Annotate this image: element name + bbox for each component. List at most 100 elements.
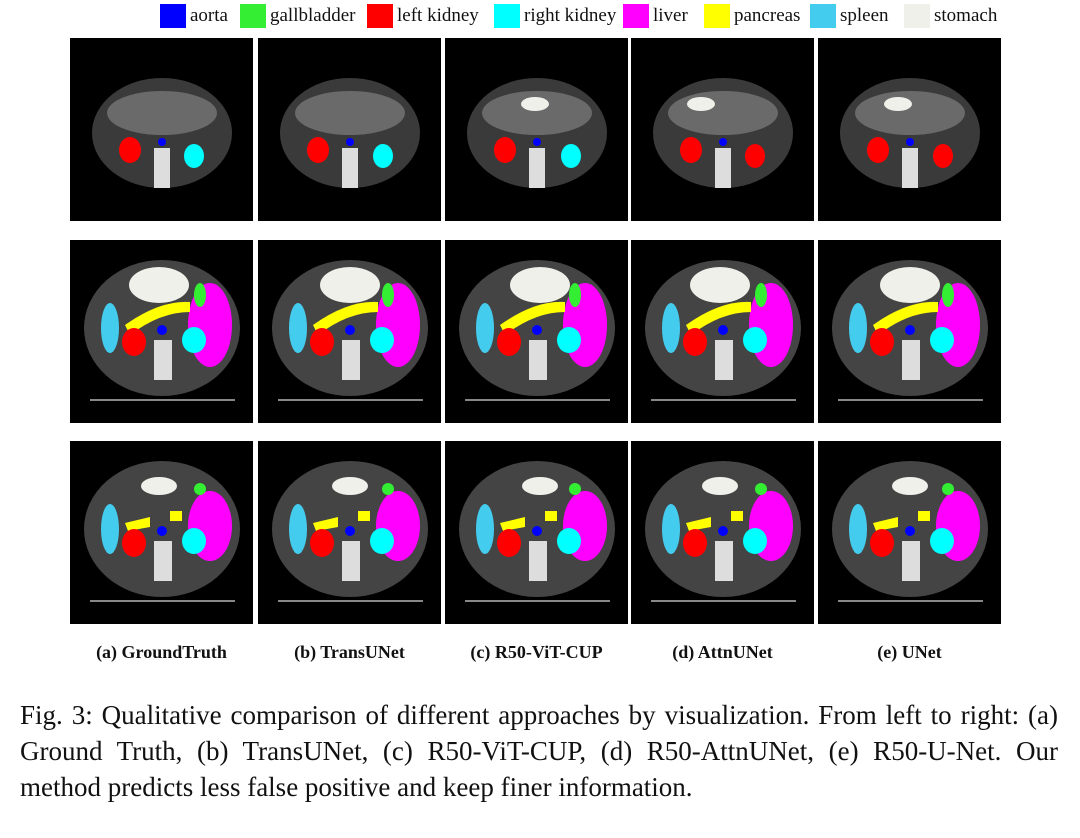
spine: [529, 148, 545, 188]
legend-swatch: [623, 4, 649, 28]
spine: [529, 541, 547, 581]
spine: [902, 541, 920, 581]
aorta: [345, 526, 355, 536]
right-kidney: [182, 528, 206, 554]
stomach: [522, 477, 558, 495]
legend-label: spleen: [840, 5, 889, 26]
gallbladder: [382, 283, 394, 307]
gallbladder: [569, 483, 581, 495]
right-kidney: [933, 144, 953, 168]
spine: [902, 340, 920, 380]
pancreas: [500, 301, 565, 335]
spine: [154, 340, 172, 380]
left-kidney: [119, 137, 141, 163]
aorta: [158, 138, 166, 146]
legend-swatch: [904, 4, 930, 28]
pancreas: [313, 511, 370, 531]
legend-swatch: [367, 4, 393, 28]
ct-panel: [445, 38, 628, 221]
spine: [715, 148, 731, 188]
spine: [902, 148, 918, 188]
ct-panel: [258, 240, 441, 423]
ct-panel: [70, 38, 253, 221]
legend-item: liver: [623, 3, 688, 29]
aorta: [157, 526, 167, 536]
legend-label: stomach: [934, 5, 998, 26]
spleen: [849, 504, 867, 554]
stomach: [332, 477, 368, 495]
bowel: [668, 91, 778, 135]
column-label: (b) TransUNet: [294, 642, 405, 662]
right-kidney: [373, 144, 393, 168]
spleen: [849, 303, 867, 353]
spine: [529, 340, 547, 380]
ct-panel: [631, 38, 814, 221]
left-kidney: [494, 137, 516, 163]
ct-panel: [70, 441, 253, 624]
legend-item: spleen: [810, 3, 889, 29]
left-kidney: [680, 137, 702, 163]
pancreas: [500, 511, 557, 531]
legend-item: pancreas: [704, 3, 800, 29]
spleen: [101, 504, 119, 554]
right-kidney: [743, 327, 767, 353]
legend-label: right kidney: [524, 5, 617, 26]
left-kidney: [870, 529, 894, 557]
legend-item: left kidney: [367, 3, 479, 29]
right-kidney: [182, 327, 206, 353]
aorta: [905, 526, 915, 536]
stomach: [141, 477, 177, 495]
aorta: [718, 526, 728, 536]
bowel: [295, 91, 405, 135]
gallbladder: [569, 283, 581, 307]
aorta: [533, 138, 541, 146]
right-kidney: [930, 528, 954, 554]
figure-caption: Fig. 3: Qualitative comparison of differ…: [20, 700, 1058, 802]
gallbladder: [382, 483, 394, 495]
aorta: [906, 138, 914, 146]
legend-label: liver: [653, 5, 688, 26]
right-kidney: [743, 528, 767, 554]
column-label: (c) R50-ViT-CUP: [470, 642, 603, 662]
aorta: [345, 325, 355, 335]
left-kidney: [683, 328, 707, 356]
ct-panel: [631, 441, 814, 624]
column-label: (e) UNet: [877, 642, 942, 662]
stomach: [690, 267, 750, 303]
ct-panel: [818, 240, 1001, 423]
aorta: [719, 138, 727, 146]
spleen: [289, 303, 307, 353]
bowel: [482, 91, 592, 135]
gallbladder: [942, 283, 954, 307]
gallbladder: [755, 483, 767, 495]
stomach: [129, 267, 189, 303]
legend-item: right kidney: [494, 3, 616, 29]
aorta: [157, 325, 167, 335]
left-kidney: [310, 529, 334, 557]
right-kidney: [557, 528, 581, 554]
spleen: [476, 303, 494, 353]
legend-label: left kidney: [397, 5, 479, 26]
ct-panel: [445, 240, 628, 423]
stomach: [320, 267, 380, 303]
legend-item: stomach: [904, 3, 997, 29]
stomach: [521, 97, 549, 111]
spine: [342, 340, 360, 380]
legend-item: aorta: [160, 3, 228, 29]
stomach: [510, 267, 570, 303]
spleen: [101, 303, 119, 353]
right-kidney: [930, 327, 954, 353]
aorta: [532, 325, 542, 335]
pancreas: [686, 511, 743, 531]
ct-panel: [70, 240, 253, 423]
right-kidney: [557, 327, 581, 353]
gallbladder: [942, 483, 954, 495]
ct-panel: [818, 38, 1001, 221]
legend-swatch: [810, 4, 836, 28]
stomach: [892, 477, 928, 495]
legend-label: pancreas: [734, 5, 801, 26]
bowel: [107, 91, 217, 135]
column-label: (a) GroundTruth: [96, 642, 227, 662]
pancreas: [873, 301, 938, 335]
pancreas: [125, 511, 182, 531]
